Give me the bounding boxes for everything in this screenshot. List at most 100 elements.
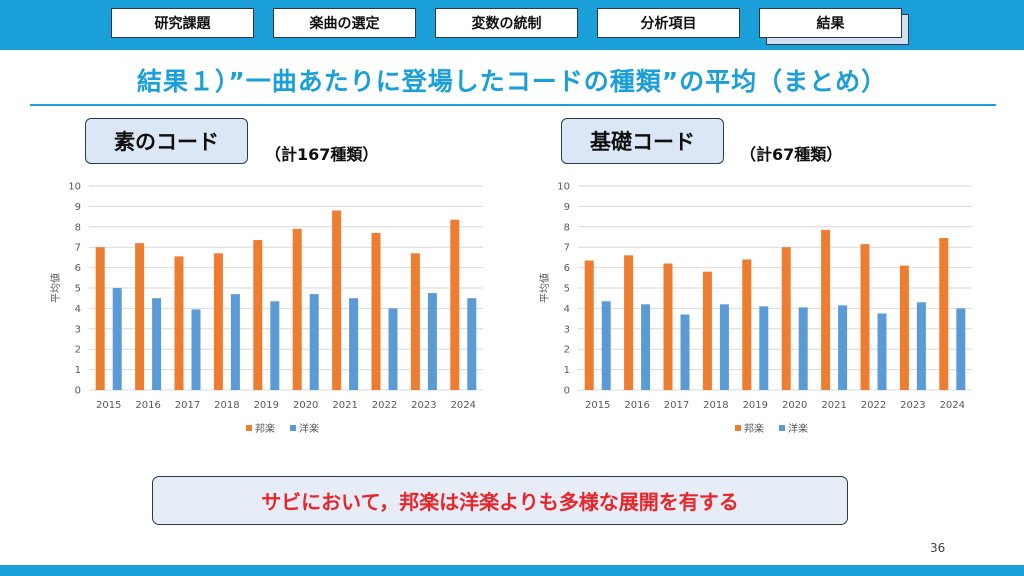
nav-tab-analysis-items[interactable]: 分析項目	[597, 8, 740, 38]
bar-western-2018	[719, 304, 729, 390]
bar-western-2020	[798, 307, 808, 390]
bar-japanese-2021	[332, 210, 342, 390]
bar-japanese-2015	[584, 260, 594, 390]
bar-western-2021	[349, 298, 359, 390]
page-number: 36	[930, 541, 946, 555]
x-tick-label: 2019	[254, 400, 279, 411]
bar-japanese-2024	[939, 238, 949, 390]
bar-western-2019	[759, 306, 769, 390]
bar-western-2024	[956, 308, 966, 390]
bar-japanese-2022	[371, 232, 381, 390]
legend-label: 洋楽	[788, 422, 808, 435]
y-axis-label: 平均値	[538, 273, 551, 303]
y-tick-label: 7	[564, 243, 570, 254]
x-tick-label: 2021	[332, 400, 357, 411]
legend-swatch	[246, 425, 252, 431]
bar-japanese-2023	[410, 253, 420, 390]
bar-japanese-2018	[213, 253, 223, 390]
y-tick-label: 6	[564, 263, 570, 274]
y-tick-label: 3	[75, 324, 81, 335]
y-tick-label: 10	[557, 182, 570, 193]
y-tick-label: 10	[68, 182, 81, 193]
conclusion-box: サビにおいて，邦楽は洋楽よりも多様な展開を有する	[152, 476, 848, 525]
y-tick-label: 8	[75, 222, 81, 233]
bar-chart-raw-chords: 0 1 2 3 4 5 6 7 8 9 10 平均値 2015 2016 2017 2018 2019 2020 2…	[49, 182, 483, 435]
legend-swatch	[735, 425, 741, 431]
top-nav-bar: 研究課題 楽曲の選定 変数の統制 分析項目 結果	[0, 0, 1024, 50]
bar-western-2017	[191, 309, 201, 390]
x-tick-label: 2024	[451, 400, 476, 411]
chart-count-raw-chords: （計167種類）	[265, 145, 379, 164]
footer-bar	[0, 565, 1024, 576]
x-tick-label: 2021	[821, 400, 846, 411]
bar-western-2023	[916, 302, 926, 390]
bar-western-2021	[838, 305, 848, 390]
bar-western-2015	[601, 301, 611, 390]
y-tick-label: 2	[564, 345, 570, 356]
bar-western-2017	[680, 314, 690, 390]
bar-western-2016	[152, 298, 162, 390]
y-tick-label: 5	[564, 284, 570, 295]
legend-swatch	[290, 425, 296, 431]
x-tick-label: 2020	[293, 400, 318, 411]
bar-western-2020	[309, 294, 319, 390]
bar-western-2016	[641, 304, 651, 390]
x-tick-label: 2016	[624, 400, 649, 411]
bar-western-2018	[230, 294, 240, 390]
bar-japanese-2015	[95, 247, 105, 390]
legend-label: 邦楽	[255, 422, 275, 435]
bar-japanese-2018	[702, 271, 712, 390]
x-tick-label: 2017	[175, 400, 200, 411]
x-tick-label: 2020	[782, 400, 807, 411]
bar-japanese-2019	[253, 240, 263, 390]
chart-label-raw-chords: 素のコード	[85, 118, 248, 164]
y-tick-label: 4	[75, 304, 81, 315]
bar-western-2022	[877, 313, 887, 390]
y-tick-label: 0	[75, 386, 81, 397]
y-tick-label: 4	[564, 304, 570, 315]
y-axis-label: 平均値	[49, 273, 62, 303]
legend-label: 洋楽	[299, 422, 319, 435]
y-tick-label: 5	[75, 284, 81, 295]
y-tick-label: 1	[564, 365, 570, 376]
bar-japanese-2022	[860, 244, 870, 390]
y-tick-label: 9	[564, 202, 570, 213]
bar-japanese-2021	[821, 229, 831, 390]
y-tick-label: 1	[75, 365, 81, 376]
legend-swatch	[779, 425, 785, 431]
bar-western-2023	[427, 293, 437, 390]
bar-japanese-2016	[135, 243, 145, 390]
bar-chart-basic-chords: 0 1 2 3 4 5 6 7 8 9 10 平均値 2015 2016 2017 2018 2019 2020 2…	[538, 182, 972, 435]
bar-japanese-2020	[781, 247, 791, 390]
title-divider	[30, 104, 996, 106]
x-tick-label: 2023	[411, 400, 436, 411]
y-tick-label: 6	[75, 263, 81, 274]
x-tick-label: 2015	[96, 400, 121, 411]
bar-japanese-2016	[624, 255, 634, 390]
chart-count-basic-chords: （計67種類）	[740, 145, 843, 164]
x-tick-label: 2023	[900, 400, 925, 411]
page-title: 結果１）”一曲あたりに登場したコードの種類”の平均（まとめ）	[136, 67, 888, 96]
x-tick-label: 2022	[861, 400, 886, 411]
x-tick-label: 2015	[585, 400, 610, 411]
nav-tab-variable-control[interactable]: 変数の統制	[435, 8, 578, 38]
bar-japanese-2023	[899, 265, 909, 390]
y-tick-label: 7	[75, 243, 81, 254]
x-tick-label: 2017	[664, 400, 689, 411]
bar-western-2019	[270, 301, 280, 390]
bar-japanese-2020	[292, 228, 302, 390]
x-tick-label: 2016	[135, 400, 160, 411]
x-tick-label: 2022	[372, 400, 397, 411]
x-tick-label: 2018	[703, 400, 728, 411]
bar-western-2015	[112, 288, 122, 390]
nav-tab-research-question[interactable]: 研究課題	[111, 8, 254, 38]
x-tick-label: 2018	[214, 400, 239, 411]
nav-tab-results[interactable]: 結果	[759, 8, 902, 38]
y-tick-label: 0	[564, 386, 570, 397]
bar-japanese-2017	[663, 263, 673, 390]
y-tick-label: 3	[564, 324, 570, 335]
y-tick-label: 2	[75, 345, 81, 356]
nav-tab-song-selection[interactable]: 楽曲の選定	[273, 8, 416, 38]
bar-western-2024	[467, 298, 477, 390]
chart-label-basic-chords: 基礎コード	[561, 118, 724, 164]
